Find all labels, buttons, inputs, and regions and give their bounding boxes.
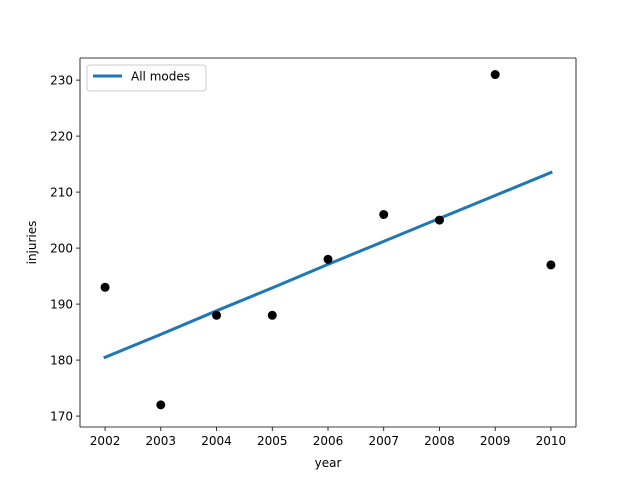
legend-box (86, 64, 207, 92)
x-tick-label: 2010 (536, 434, 567, 448)
x-tick-label: 2006 (313, 434, 344, 448)
y-tick-label: 210 (50, 185, 73, 199)
y-tick-label: 180 (50, 353, 73, 367)
data-point (546, 260, 556, 270)
y-tick-label: 200 (50, 241, 73, 255)
y-tick-label: 190 (50, 297, 73, 311)
data-point (379, 210, 389, 219)
data-point (434, 215, 444, 225)
fit-line-layer (103, 170, 553, 360)
data-point (323, 254, 333, 264)
x-ticks: 2002 2003 2004 2005 2006 2007 2008 2009 2010 (90, 427, 566, 448)
y-tick-label: 170 (50, 409, 73, 423)
data-point (100, 282, 110, 292)
legend-label: All modes (131, 70, 190, 84)
x-axis-label: year (315, 456, 342, 470)
y-axis-label: injuries (25, 221, 39, 265)
x-tick-label: 2007 (368, 434, 399, 448)
points-layer (100, 70, 556, 410)
y-ticks: 170 180 190 200 210 220 230 (50, 73, 80, 423)
x-tick-label: 2003 (146, 434, 177, 448)
data-point (156, 400, 166, 410)
data-point (212, 310, 222, 320)
data-point (267, 310, 277, 320)
data-point (490, 70, 500, 80)
x-tick-label: 2004 (201, 434, 232, 448)
x-tick-label: 2009 (480, 434, 511, 448)
legend: All modes (86, 64, 207, 92)
x-tick-label: 2002 (90, 434, 121, 448)
x-tick-label: 2005 (257, 434, 288, 448)
plot-area (80, 58, 576, 427)
y-tick-label: 230 (50, 73, 73, 87)
trend-line (103, 170, 553, 360)
x-tick-label: 2008 (424, 434, 455, 448)
y-tick-label: 220 (50, 129, 73, 143)
